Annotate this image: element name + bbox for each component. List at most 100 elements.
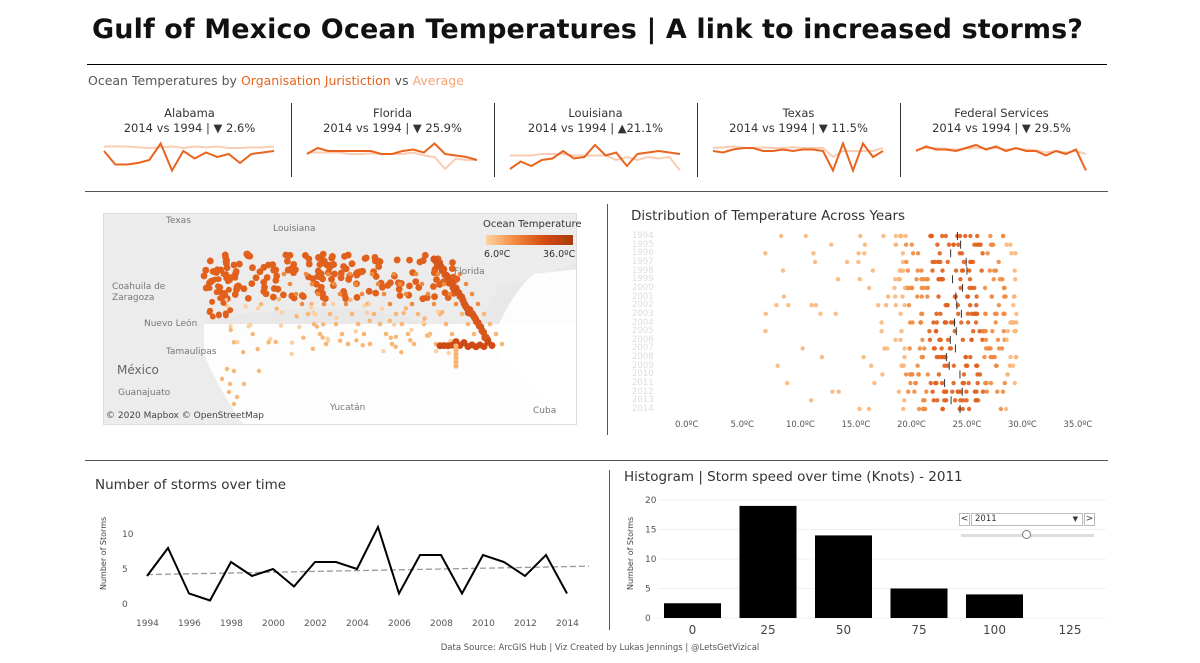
temperature-point (920, 398, 926, 403)
temperature-point (922, 346, 927, 351)
sample-point (379, 306, 385, 311)
kpi-state: Federal Services (954, 106, 1049, 120)
sample-point (227, 274, 234, 281)
kpi-sparkline (103, 141, 275, 173)
histogram-bar[interactable] (739, 505, 797, 618)
sample-point (365, 310, 370, 315)
sample-point (230, 261, 238, 269)
next-year-button[interactable]: > (1084, 513, 1095, 526)
kpi-state: Louisiana (568, 106, 623, 120)
sample-point (413, 271, 419, 277)
sample-point (263, 274, 271, 281)
temperature-point (943, 233, 948, 239)
temperature-point (980, 389, 986, 394)
temperature-point (967, 268, 972, 273)
temperature-point (991, 268, 997, 273)
temperature-point (988, 354, 993, 360)
kpi-florida[interactable]: Florida 2014 vs 1994 | ▼ 25.9% (291, 106, 494, 182)
temperature-point (923, 406, 928, 412)
ocean-temperature-map[interactable]: Texas Louisiana Florida Coahuila de Zara… (103, 213, 577, 425)
temperature-point (903, 233, 908, 239)
sample-point (321, 322, 326, 327)
map-label-cuba: Cuba (533, 406, 557, 416)
sample-point (270, 285, 278, 292)
temperature-point (939, 346, 944, 351)
x-tick-label: 2006 (388, 619, 411, 629)
sample-point (223, 264, 231, 272)
temperature-point (999, 346, 1005, 351)
year-select-value: 2011 (975, 514, 997, 524)
sample-point (276, 297, 282, 302)
histogram-bar[interactable] (815, 535, 872, 618)
legend-max: 36.0ºC (543, 249, 576, 260)
sample-point (279, 310, 284, 315)
sample-point (206, 257, 214, 265)
temperature-point (904, 259, 909, 265)
temperature-point (858, 233, 863, 239)
sample-point (444, 273, 452, 281)
sample-point (214, 283, 221, 290)
kpi-alabama[interactable]: Alabama 2014 vs 1994 | ▼ 2.6% (88, 106, 291, 182)
sample-point (337, 338, 343, 343)
sample-point (369, 271, 375, 277)
year-label: 2009 (632, 360, 654, 371)
year-select[interactable]: 2011 ▼ (971, 513, 1083, 526)
map-label-louisiana: Louisiana (273, 224, 316, 234)
sample-point (325, 336, 330, 342)
distribution-plot[interactable] (670, 228, 1100, 416)
temperature-point (1005, 372, 1010, 377)
kpi-state: Alabama (164, 106, 215, 120)
year-label: 2002 (632, 300, 654, 311)
legend-gradient (486, 235, 573, 245)
sample-point (269, 293, 277, 301)
histogram-chart[interactable]: 0 5 10 15 20 0 25 50 75 100 125 (640, 490, 1110, 640)
sample-point (308, 304, 314, 310)
temperature-point (984, 389, 989, 394)
year-filter[interactable]: < 2011 ▼ > (959, 513, 1095, 527)
temperature-point (942, 320, 948, 325)
sample-point (396, 292, 404, 300)
sample-point (457, 271, 463, 277)
sample-point (354, 338, 359, 343)
temperature-point (1014, 320, 1019, 325)
temperature-point (1004, 337, 1009, 342)
sample-point (425, 291, 431, 297)
storms-line-chart[interactable]: 0 5 10 1994 1996 1998 2000 2002 2004 2006 2008 2010… (110, 500, 600, 630)
x-tick-label: 25 (760, 623, 775, 637)
temperature-point (924, 389, 929, 394)
subtitle-prefix: Ocean Temperatures by (88, 73, 241, 88)
temperature-point (968, 233, 973, 239)
sample-point (419, 295, 427, 303)
distribution-title: Distribution of Temperature Across Years (631, 208, 906, 224)
sample-point (431, 293, 438, 301)
temperature-point (932, 259, 938, 265)
sample-point (441, 289, 449, 297)
sample-point (337, 291, 343, 297)
histogram-bar[interactable] (890, 588, 948, 619)
prev-year-button[interactable]: < (959, 513, 970, 526)
sample-point (475, 301, 481, 307)
sample-point (401, 310, 406, 316)
year-slider-handle[interactable] (1022, 530, 1031, 539)
histogram-bar[interactable] (966, 594, 1023, 618)
temperature-point (930, 389, 935, 394)
temperature-point (961, 259, 967, 265)
histogram-bar[interactable] (664, 603, 721, 618)
map-label-texas: Texas (166, 216, 191, 226)
temperature-point (936, 277, 941, 282)
temperature-point (907, 346, 912, 351)
sample-point (244, 250, 251, 258)
kpi-federal-services[interactable]: Federal Services 2014 vs 1994 | ▼ 29.5% (900, 106, 1103, 182)
temperature-point (993, 320, 998, 325)
temperature-point (1008, 242, 1013, 247)
sample-point (248, 280, 256, 287)
sample-point (353, 329, 358, 334)
temperature-point (893, 294, 898, 299)
temperature-point (983, 337, 989, 342)
temperature-point (998, 406, 1004, 412)
kpi-texas[interactable]: Texas 2014 vs 1994 | ▼ 11.5% (697, 106, 900, 182)
temperature-point (872, 380, 877, 386)
kpi-louisiana[interactable]: Louisiana 2014 vs 1994 | ▲21.1% (494, 106, 697, 182)
temperature-point (965, 320, 971, 325)
sample-point (499, 341, 505, 347)
